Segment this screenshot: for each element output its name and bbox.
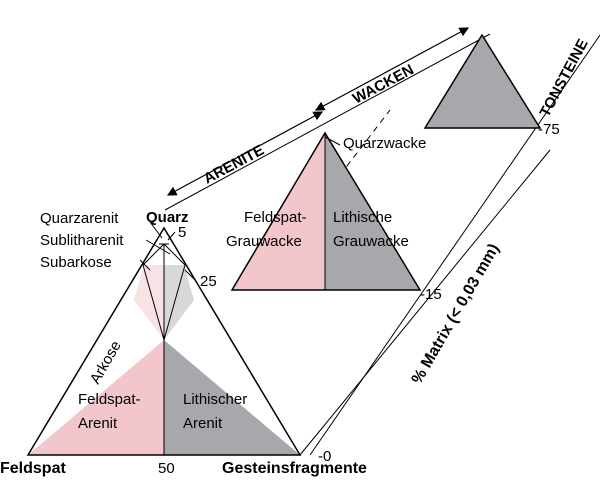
gesteinsfragmente-label: Gesteinsfragmente: [222, 460, 367, 477]
arenite-group-label: ARENITE: [201, 142, 267, 188]
quarz-label: Quarz: [146, 209, 189, 226]
quarzarenit-label: Quarzarenit: [40, 210, 119, 227]
subarkose-field-2: [134, 265, 164, 340]
lithischer-arenit-label-line1: Lithischer: [183, 391, 247, 408]
feldspat-label: Feldspat: [0, 460, 66, 477]
tick-25-label: 25: [200, 273, 217, 290]
sublitharenit-field: [164, 265, 194, 340]
matrix-tick-75: -75: [538, 121, 560, 138]
matrix-tick-15: -15: [420, 286, 442, 303]
tick-5-label: 5: [178, 224, 186, 241]
feldspat-grauwacke-label-line2: Grauwacke: [226, 233, 302, 250]
feldspat-arenit-label-line2: Arenit: [78, 415, 118, 432]
lithischer-arenit-label-line2: Arenit: [183, 415, 223, 432]
quarzwacke-label: Quarzwacke: [343, 135, 426, 152]
tonsteine-triangle: [423, 33, 542, 129]
arenite-triangle: [26, 221, 302, 456]
feldspat-grauwacke-label-line1: Feldspat-: [244, 209, 307, 226]
feldspat-arenit-label-line1: Feldspat-: [78, 391, 141, 408]
tonsteine-group-label: TONSTEINE: [537, 36, 592, 120]
feldspat-arenit-field: [28, 340, 164, 455]
lithische-grauwacke-label-line1: Lithische: [333, 209, 392, 226]
subarkose-label: Subarkose: [40, 254, 112, 271]
group-arrows: [166, 27, 470, 196]
sublitharenit-label: Sublitharenit: [40, 232, 124, 249]
matrix-tick-0: -0: [318, 448, 331, 465]
matrix-axis-label: % Matrix (< 0,03 mm): [409, 241, 503, 387]
lithischer-arenit-field: [164, 340, 300, 455]
tick-50-label: 50: [158, 460, 175, 477]
quarzarenit-field: [159, 228, 169, 244]
wacken-group-label: WACKEN: [350, 61, 417, 107]
lithische-grauwacke-label-line2: Grauwacke: [333, 233, 409, 250]
